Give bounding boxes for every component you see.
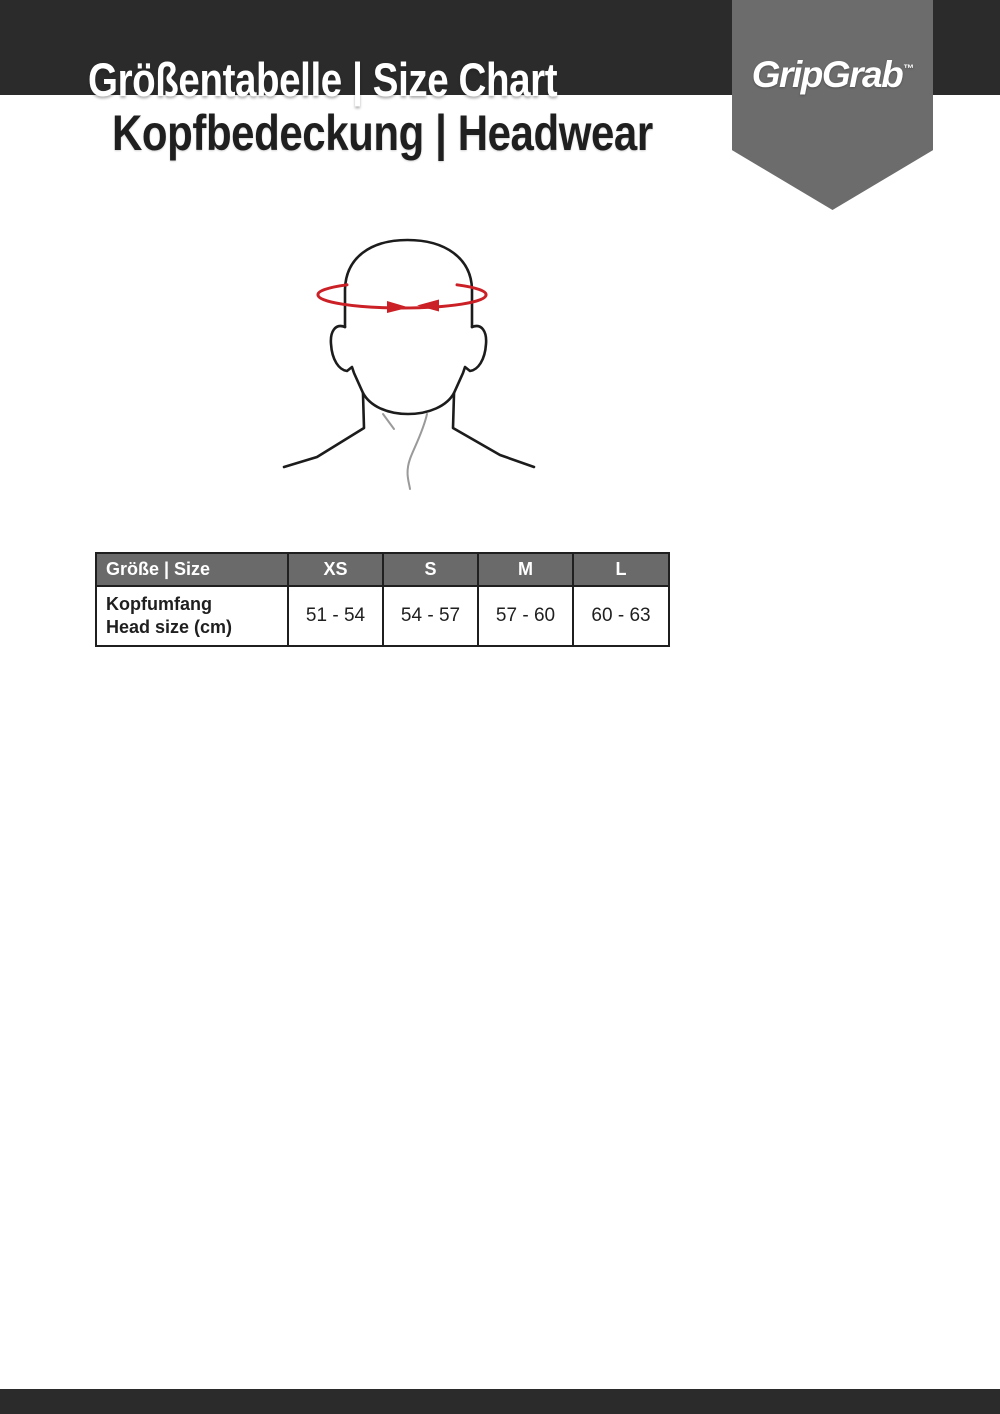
size-value-s: 54 - 57 — [382, 585, 479, 647]
footer-bar — [0, 1389, 1000, 1414]
page-subtitle: Kopfbedeckung | Headwear — [112, 105, 653, 161]
size-table-header-label: Größe | Size — [95, 552, 289, 587]
collar-line — [406, 413, 428, 490]
measure-band-back-left — [316, 283, 349, 297]
size-col-m: M — [477, 552, 574, 587]
trademark-symbol: ™ — [903, 62, 915, 75]
size-table: Größe | Size XS S M L Kopfumfang Head si… — [95, 552, 670, 647]
row-label-cell: Kopfumfang Head size (cm) — [95, 585, 289, 647]
size-value-m: 57 - 60 — [477, 585, 574, 647]
left-ear-outline — [329, 324, 365, 395]
size-col-xs: XS — [287, 552, 384, 587]
brand-pennant: GripGrab™ — [732, 0, 933, 210]
size-col-s: S — [382, 552, 479, 587]
measure-band-back-right — [455, 283, 488, 297]
right-ear-outline — [452, 324, 488, 395]
right-shoulder-line — [451, 392, 536, 469]
left-shoulder-line — [282, 392, 366, 469]
neck-detail-line — [382, 413, 395, 430]
row-label-de: Kopfumfang — [106, 593, 212, 614]
arrowhead-left-icon — [417, 299, 439, 312]
size-col-l: L — [572, 552, 670, 587]
size-table-header-row: Größe | Size XS S M L — [95, 552, 670, 587]
page-title: Größentabelle | Size Chart — [88, 53, 558, 106]
brand-logo-text: GripGrab — [751, 54, 904, 95]
arrowhead-right-icon — [387, 301, 409, 313]
head-measurement-illustration — [282, 238, 536, 490]
jaw-line — [361, 391, 456, 416]
table-row-head-size: Kopfumfang Head size (cm) 51 - 54 54 - 5… — [95, 585, 670, 647]
brand-logo: GripGrab™ — [732, 56, 933, 93]
size-value-xs: 51 - 54 — [287, 585, 384, 647]
size-value-l: 60 - 63 — [572, 585, 670, 647]
row-label-en: Head size (cm) — [106, 617, 233, 637]
head-outline — [343, 238, 474, 329]
